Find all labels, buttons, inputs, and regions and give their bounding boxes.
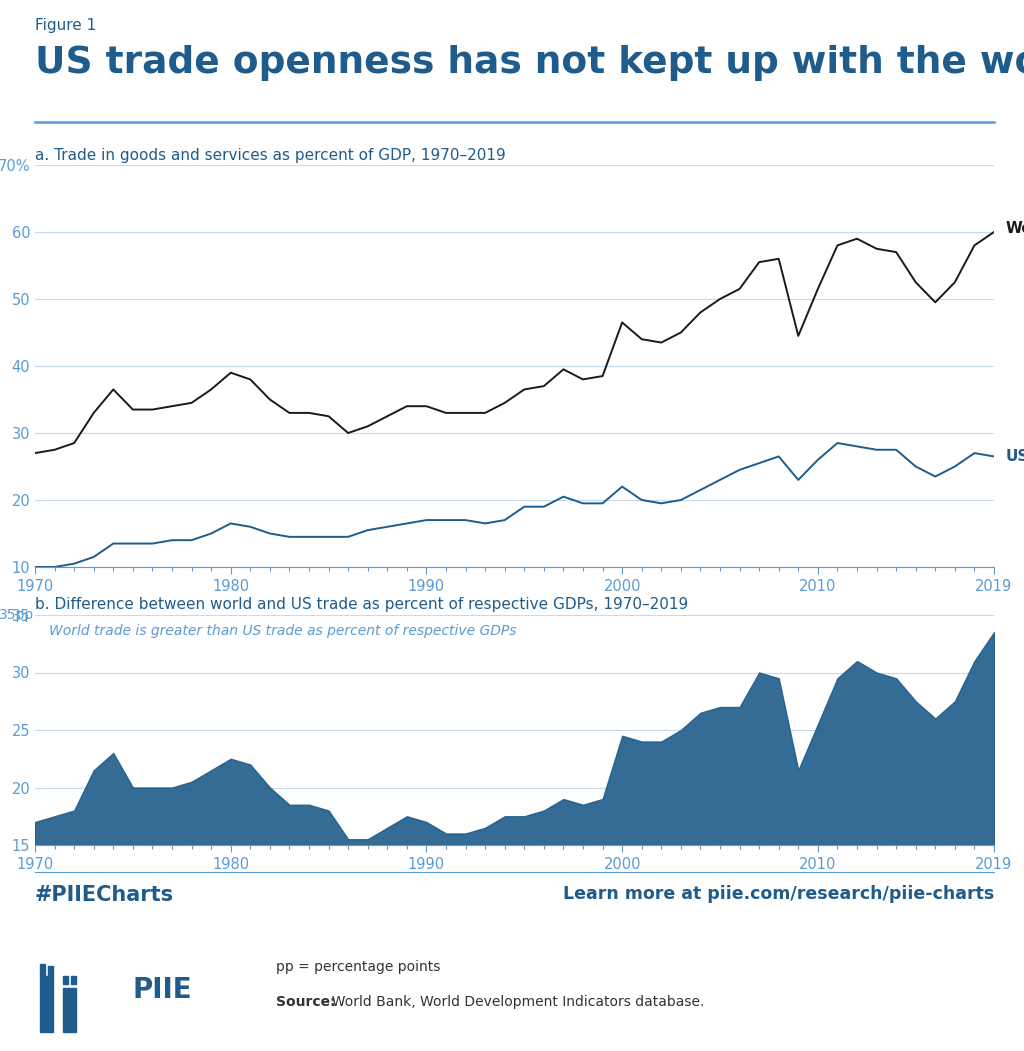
Text: Learn more at piie.com/research/piie-charts: Learn more at piie.com/research/piie-cha… (563, 885, 994, 903)
Bar (48, 967, 53, 976)
Text: a. Trade in goods and services as percent of GDP, 1970–2019: a. Trade in goods and services as percen… (35, 148, 506, 163)
Bar (40, 976, 53, 1032)
Bar (71, 976, 77, 984)
Text: PIIE: PIIE (132, 976, 191, 1004)
Text: US: US (1006, 449, 1024, 463)
Bar (40, 964, 45, 976)
Text: #PIIECharts: #PIIECharts (35, 885, 174, 905)
Text: 35pp: 35pp (0, 607, 34, 622)
Text: b. Difference between world and US trade as percent of respective GDPs, 1970–201: b. Difference between world and US trade… (35, 597, 688, 612)
Text: pp = percentage points: pp = percentage points (276, 960, 441, 974)
Text: World Bank, World Development Indicators database.: World Bank, World Development Indicators… (323, 995, 703, 1009)
Text: Source:: Source: (276, 995, 336, 1009)
Bar (62, 988, 77, 1032)
Text: US trade openness has not kept up with the world: US trade openness has not kept up with t… (35, 45, 1024, 81)
Text: Figure 1: Figure 1 (35, 18, 96, 33)
Text: World: World (1006, 221, 1024, 236)
Text: World trade is greater than US trade as percent of respective GDPs: World trade is greater than US trade as … (49, 624, 517, 638)
Bar (62, 976, 69, 984)
